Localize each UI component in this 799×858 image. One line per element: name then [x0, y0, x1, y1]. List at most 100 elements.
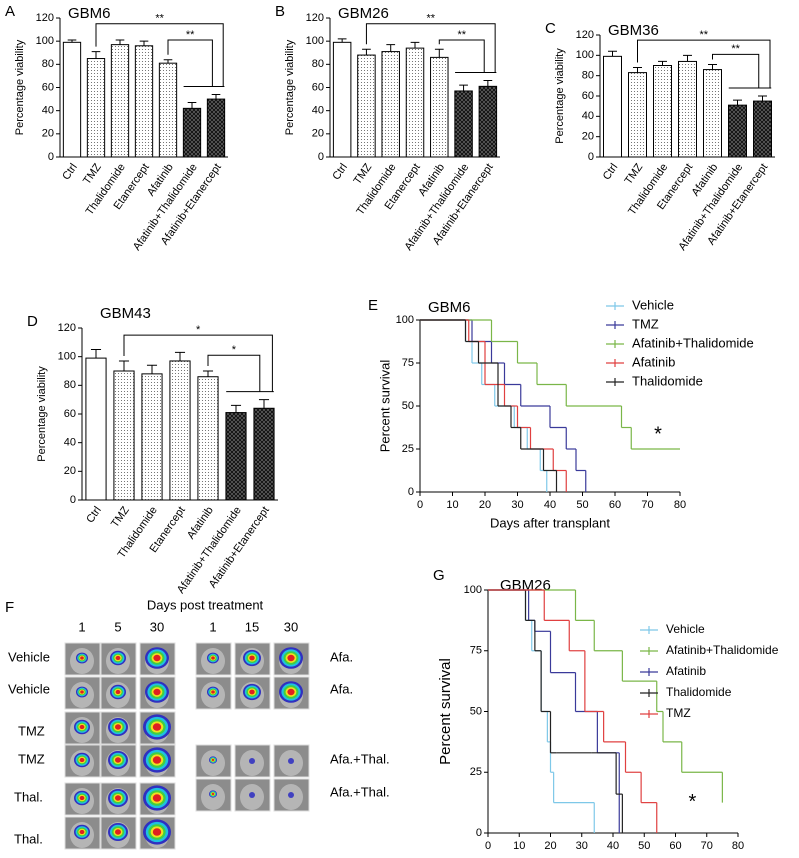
x-tick-label: Ctrl: [60, 162, 80, 183]
x-tick-label: Ctrl: [330, 162, 350, 183]
row-label: Afa.: [330, 681, 353, 696]
error-bar: [362, 48, 371, 56]
day-label: 1: [209, 619, 216, 634]
error-bar: [211, 93, 221, 100]
legend-label: TMZ: [666, 706, 691, 720]
legend-swatch: [640, 689, 658, 697]
y-tick-label: 0: [318, 151, 324, 163]
bracket: [637, 39, 771, 88]
row-label: Vehicle: [8, 681, 50, 696]
signal: [211, 656, 215, 660]
significance: **: [699, 29, 708, 41]
y-tick-label: 40: [582, 110, 594, 122]
x-tick-label: TMZ: [623, 161, 646, 187]
x-tick-label: 50: [638, 840, 650, 852]
bar: [134, 45, 154, 158]
row-label: TMZ: [18, 723, 45, 738]
panel-label: A: [5, 3, 15, 20]
signal: [152, 828, 162, 836]
panel-title: Days post treatment: [147, 597, 264, 612]
row-label: Afa.+Thal.: [330, 751, 390, 766]
x-tick-label: 70: [701, 840, 713, 852]
x-tick-label: 60: [669, 840, 681, 852]
signal: [115, 795, 121, 801]
y-tick-label: 50: [402, 400, 414, 412]
signal: [249, 689, 255, 695]
legend-swatch: [606, 359, 624, 367]
x-tick-label: TMZ: [351, 161, 374, 187]
y-tick-label: 20: [42, 128, 54, 140]
bar: [225, 412, 247, 501]
signal: [288, 758, 294, 764]
signal: [80, 690, 84, 694]
signal: [211, 690, 215, 694]
x-tick-label: 80: [674, 499, 686, 511]
error-bar: [115, 39, 125, 45]
x-axis-label: Days after transplant: [490, 515, 610, 530]
legend-label: Afatinib+Thalidomide: [632, 335, 754, 350]
signal: [115, 689, 121, 695]
x-tick-label: TMZ: [81, 161, 104, 187]
error-bar: [708, 63, 717, 70]
y-tick-label: 40: [42, 105, 54, 117]
significance: *: [688, 791, 696, 813]
y-tick-label: 60: [64, 408, 76, 420]
y-axis-label: Percentage viability: [14, 39, 26, 135]
bar: [703, 69, 722, 158]
error-bar: [658, 60, 667, 66]
y-tick-label: 120: [306, 12, 324, 24]
error-bar: [139, 40, 149, 46]
panel-label: E: [368, 297, 378, 314]
panel-label: C: [545, 20, 556, 37]
legend-swatch: [640, 647, 658, 655]
error-bar: [459, 84, 468, 91]
bar: [332, 41, 352, 158]
x-tick-label: Ctrl: [601, 162, 621, 183]
y-tick-label: 60: [312, 81, 324, 93]
signal: [115, 724, 121, 730]
signal: [115, 655, 121, 661]
row-label: Thal.: [14, 831, 43, 846]
signal: [211, 792, 215, 796]
bracket: [123, 334, 273, 392]
y-tick-label: 40: [64, 437, 76, 449]
day-label: 30: [150, 619, 164, 634]
y-tick-label: 0: [588, 151, 594, 163]
legend-swatch: [640, 626, 658, 634]
chart-title: GBM6: [428, 299, 471, 316]
panel-label: B: [275, 3, 285, 20]
chart-title: GBM6: [68, 5, 111, 22]
error-bar: [174, 351, 186, 361]
x-tick-label: 40: [607, 840, 619, 852]
chart-title: GBM26: [338, 5, 389, 22]
x-tick-label: 80: [732, 840, 744, 852]
significance: **: [427, 13, 436, 25]
y-tick-label: 120: [36, 12, 54, 24]
signal: [249, 758, 255, 764]
bracket: [95, 23, 224, 87]
bar: [197, 376, 219, 501]
error-bar: [633, 67, 642, 73]
bar: [478, 85, 498, 158]
row-label: TMZ: [18, 751, 45, 766]
x-tick-label: 0: [417, 499, 423, 511]
day-label: 5: [114, 619, 121, 634]
error-bar: [90, 349, 102, 359]
panel-label: F: [5, 599, 14, 616]
bar: [753, 100, 772, 158]
y-tick-label: 80: [582, 70, 594, 82]
x-tick-label: 20: [479, 499, 491, 511]
y-tick-label: 120: [58, 322, 76, 334]
error-bar: [733, 99, 742, 106]
error-bar: [91, 51, 101, 59]
day-label: 15: [245, 619, 259, 634]
panel-label: G: [433, 567, 445, 584]
y-tick-label: 120: [576, 29, 594, 41]
y-tick-label: 20: [312, 128, 324, 140]
significance: *: [196, 324, 201, 336]
x-tick-label: 70: [641, 499, 653, 511]
x-tick-label: Ctrl: [84, 505, 104, 526]
y-tick-label: 20: [64, 465, 76, 477]
signal: [152, 723, 162, 731]
